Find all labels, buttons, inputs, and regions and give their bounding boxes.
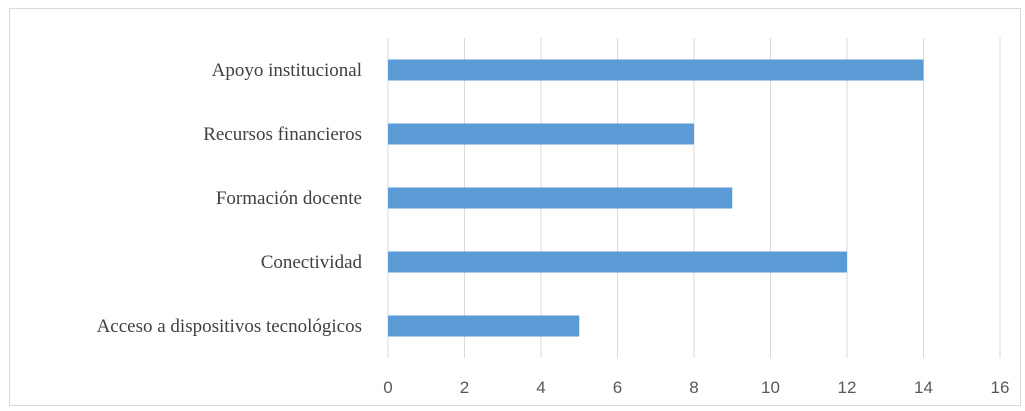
bar [388, 315, 580, 337]
category-label: Formación docente [216, 188, 362, 209]
category-label: Apoyo institucional [212, 60, 362, 81]
bars [388, 59, 924, 337]
x-tick-label: 2 [460, 378, 469, 397]
category-label: Recursos financieros [203, 124, 362, 145]
x-tick-label: 6 [613, 378, 622, 397]
x-tick-label: 10 [761, 378, 780, 397]
x-tick-label: 14 [914, 378, 933, 397]
x-tick-label: 16 [991, 378, 1010, 397]
x-tick-label: 8 [689, 378, 698, 397]
x-tick-label: 4 [536, 378, 545, 397]
category-label: Conectividad [261, 252, 363, 273]
gridlines [387, 38, 1001, 358]
x-tick-label: 12 [838, 378, 857, 397]
bar [388, 123, 694, 145]
bar [388, 59, 924, 81]
bar [388, 187, 733, 209]
x-tick-label: 0 [383, 378, 392, 397]
x-tick-labels: 0 2 4 6 8 10 12 14 16 [383, 378, 1009, 397]
category-label: Acceso a dispositivos tecnológicos [97, 316, 362, 337]
bar [388, 251, 847, 273]
category-labels: Apoyo institucional Recursos financieros F… [97, 60, 363, 337]
